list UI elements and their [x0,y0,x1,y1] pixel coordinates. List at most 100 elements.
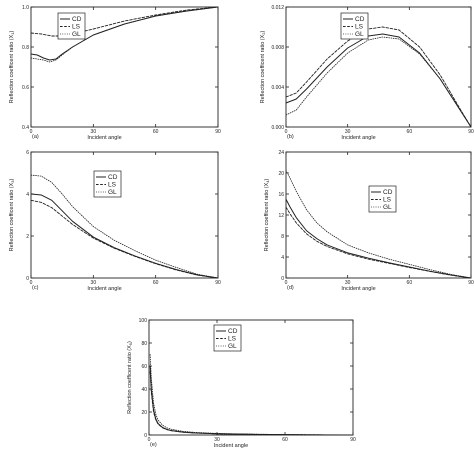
x-tick-label: 0 [285,129,288,135]
x-tick-label: 60 [282,437,288,443]
y-axis-label: Reflection coefficent ratio (X5) [127,341,133,414]
y-tick-label: 2 [26,234,29,240]
legend-label: CD [108,174,118,181]
y-tick-label: 12 [278,213,284,219]
y-tick-label: 80 [141,341,147,347]
x-axis-label: Incident angle [214,443,248,449]
x-tick-label: 30 [91,129,97,135]
x-tick-label: 60 [153,129,159,135]
y-tick-label: 8 [281,234,284,240]
y-tick-label: 0 [144,433,147,439]
panel-label: (a) [32,134,39,140]
plot-frame [285,6,472,128]
series-line-ls [285,206,472,279]
y-tick-label: 20 [278,171,284,177]
y-tick-label: 0.8 [22,45,29,51]
y-tick-label: 20 [141,410,147,416]
x-axis-label: Incident angle [87,135,121,141]
legend-box [368,185,397,213]
chart-panel-5: 0 30 60 90 0 20 40 60 80 100 (e) Incident angle Refl… [127,318,356,449]
y-tick-label: 60 [141,364,147,370]
x-tick-label: 90 [215,129,221,135]
y-axis-label: Reflection coefficent ratio (X1) [9,30,15,103]
y-tick-label: 24 [278,150,284,156]
legend-label: GL [72,31,81,38]
series-line-cd [30,193,219,279]
x-tick-label: 30 [214,437,220,443]
y-axis-label: Reflection coefficent ratio (X3) [9,178,15,251]
legend-label: CD [228,328,238,335]
legend-label: LS [383,197,392,204]
plot-frame [30,6,219,128]
y-tick-label: 0.004 [271,85,284,91]
x-tick-label: 0 [30,129,33,135]
x-tick-label: 90 [350,437,356,443]
y-tick-label: 0.6 [22,85,29,91]
y-tick-label: 4 [26,192,29,198]
plot-frame [285,151,472,279]
series-line-gl [30,6,219,63]
y-tick-label: 0.008 [271,45,284,51]
panel-label: (c) [32,285,39,291]
legend-label: CD [355,16,365,23]
chart-panel-4: 0 30 60 90 0 4 8 12 16 20 24 (d) Incident angle Refle… [264,150,474,292]
y-tick-label: 0 [281,276,284,282]
y-tick-label: 1.0 [22,5,29,11]
chart-panel-2: 0 30 60 90 0.000 0.004 0.008 0.012 (b) Incident a… [260,5,474,141]
series-line-gl [149,354,354,436]
legend-box [213,324,242,352]
legend-label: LS [72,24,81,31]
panel-label: (e) [150,442,157,448]
x-tick-label: 30 [345,129,351,135]
y-tick-label: 4 [281,255,284,261]
x-tick-label: 0 [30,280,33,286]
panel-label: (d) [287,285,294,291]
y-axis-label: Reflection coefficent ratio (X2) [260,30,266,103]
x-tick-label: 90 [468,129,474,135]
x-tick-label: 0 [285,280,288,286]
x-tick-label: 30 [91,280,97,286]
legend-label: GL [355,31,364,38]
series-line-ls [30,199,219,279]
legend-label: CD [383,189,393,196]
x-tick-label: 30 [345,280,351,286]
series-line-gl [285,169,472,279]
panel-label: (b) [287,134,294,140]
x-axis-label: Incident angle [341,135,375,141]
y-tick-label: 40 [141,387,147,393]
x-tick-label: 90 [468,280,474,286]
legend-label: GL [108,189,117,196]
y-axis-label: Reflection coefficent ratio (X4) [264,178,270,251]
y-tick-label: 100 [139,318,148,324]
legend-label: GL [383,204,392,211]
chart-panel-3: 0 30 60 90 0 2 4 6 (c) Incident angle Reflection c… [9,150,221,292]
series-line-cd [149,365,354,436]
x-tick-label: 60 [153,280,159,286]
y-tick-label: 0.000 [271,125,284,131]
y-tick-label: 0 [26,276,29,282]
legend-label: CD [72,16,82,23]
series-line-ls [149,371,354,436]
legend-box [93,170,122,198]
legend-label: LS [228,336,237,343]
y-tick-label: 0.4 [22,125,29,131]
legend-label: LS [108,182,117,189]
y-tick-label: 0.012 [271,5,284,11]
plot-frame [30,151,219,279]
legend-box [340,12,369,40]
series-line-gl [30,174,219,279]
x-axis-label: Incident angle [341,286,375,292]
x-tick-label: 0 [148,437,151,443]
series-line-ls [285,26,472,128]
legend-box [57,12,86,40]
chart-panel-1: 0 30 60 90 0.4 0.6 0.8 1.0 (a) Incident angle Refl… [9,5,221,141]
x-tick-label: 60 [407,129,413,135]
plot-frame [148,319,354,436]
legend-label: LS [355,24,364,31]
